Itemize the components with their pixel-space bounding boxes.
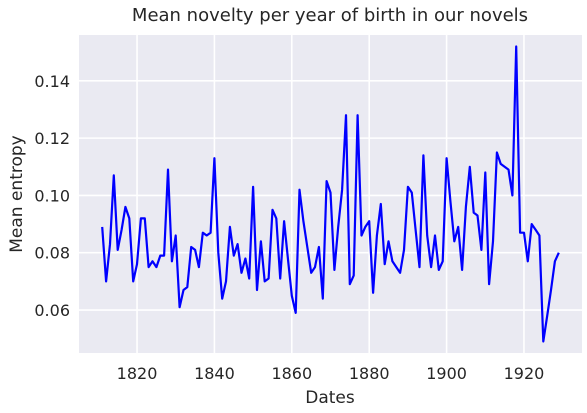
y-tick-label: 0.06 bbox=[34, 301, 70, 320]
x-tick-label: 1840 bbox=[194, 364, 235, 383]
x-tick-label: 1920 bbox=[504, 364, 545, 383]
y-tick-label: 0.08 bbox=[34, 244, 70, 263]
x-tick-label: 1820 bbox=[117, 364, 158, 383]
y-tick-labels: 0.06 0.08 0.10 0.12 0.14 bbox=[34, 72, 70, 320]
x-tick-label: 1880 bbox=[349, 364, 390, 383]
grid bbox=[79, 35, 582, 353]
y-tick-label: 0.12 bbox=[34, 129, 70, 148]
x-axis-label: Dates bbox=[305, 388, 355, 408]
series-group bbox=[101, 45, 560, 343]
chart-title: Mean novelty per year of birth in our no… bbox=[132, 5, 528, 26]
y-tick-label: 0.10 bbox=[34, 186, 70, 205]
x-tick-labels: 1820 1840 1860 1880 1900 1920 bbox=[117, 364, 545, 383]
x-tick-label: 1900 bbox=[426, 364, 467, 383]
y-axis-label: Mean entropy bbox=[7, 135, 27, 253]
series-line bbox=[101, 45, 560, 343]
x-tick-label: 1860 bbox=[271, 364, 312, 383]
y-tick-label: 0.14 bbox=[34, 72, 70, 91]
